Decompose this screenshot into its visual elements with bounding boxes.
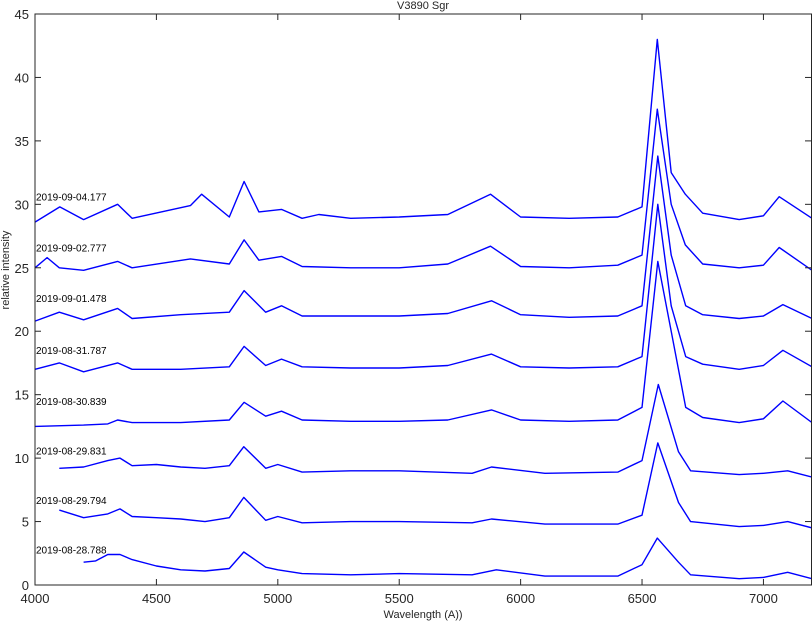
spectrum-line-4: [34, 203, 812, 373]
spectrum-label-5: 2019-09-01.478: [36, 294, 107, 305]
spectrum-line-0: [83, 537, 812, 580]
x-tick-label-6: 7000: [749, 591, 778, 606]
x-tick-label-2: 5000: [263, 591, 292, 606]
spectrum-line-1: [59, 442, 812, 529]
y-tick-label-9: 45: [15, 7, 29, 22]
y-tick-label-3: 15: [15, 388, 29, 403]
x-tick-label-3: 5500: [385, 591, 414, 606]
y-tick-label-7: 35: [15, 134, 29, 149]
y-tick-label-8: 40: [15, 70, 29, 85]
x-tick-label-4: 6000: [506, 591, 535, 606]
spectrum-label-1: 2019-08-29.794: [36, 496, 107, 507]
spectrum-label-4: 2019-08-31.787: [36, 346, 107, 357]
spectrum-label-7: 2019-09-04.177: [36, 193, 107, 204]
spectrum-line-5: [34, 155, 812, 322]
y-tick-label-1: 5: [22, 515, 29, 530]
tick-layer: 4000 4500 5000 5500 6000 6500 7000 0 5 10 15 20 25 30…: [15, 7, 811, 606]
y-tick-label-2: 10: [15, 451, 29, 466]
y-tick-label-4: 20: [15, 324, 29, 339]
spectrum-line-2: [59, 383, 812, 478]
spectrum-label-6: 2019-09-02.777: [36, 243, 107, 254]
x-axis-title: Wavelength (A)): [383, 609, 462, 621]
x-tick-label-0: 4000: [21, 591, 50, 606]
x-tick-label-1: 4500: [142, 591, 171, 606]
y-tick-label-0: 0: [22, 578, 29, 593]
y-axis-title: relative intensity: [0, 230, 12, 309]
y-tick-label-5: 25: [15, 261, 29, 276]
spectrum-label-2: 2019-08-29.831: [36, 446, 107, 457]
x-tick-label-5: 6500: [628, 591, 657, 606]
spectrum-label-0: 2019-08-28.788: [36, 545, 107, 556]
series-label-layer: 2019-08-28.788 2019-08-29.794 2019-08-29.8…: [36, 193, 107, 557]
series-layer: [34, 38, 812, 580]
chart-title: V3890 Sgr: [397, 0, 449, 12]
spectrum-line-3: [34, 260, 812, 428]
y-tick-label-6: 30: [15, 197, 29, 212]
spectrum-line-6: [34, 108, 812, 271]
spectrum-label-3: 2019-08-30.839: [36, 397, 107, 408]
spectrum-line-7: [34, 38, 812, 223]
